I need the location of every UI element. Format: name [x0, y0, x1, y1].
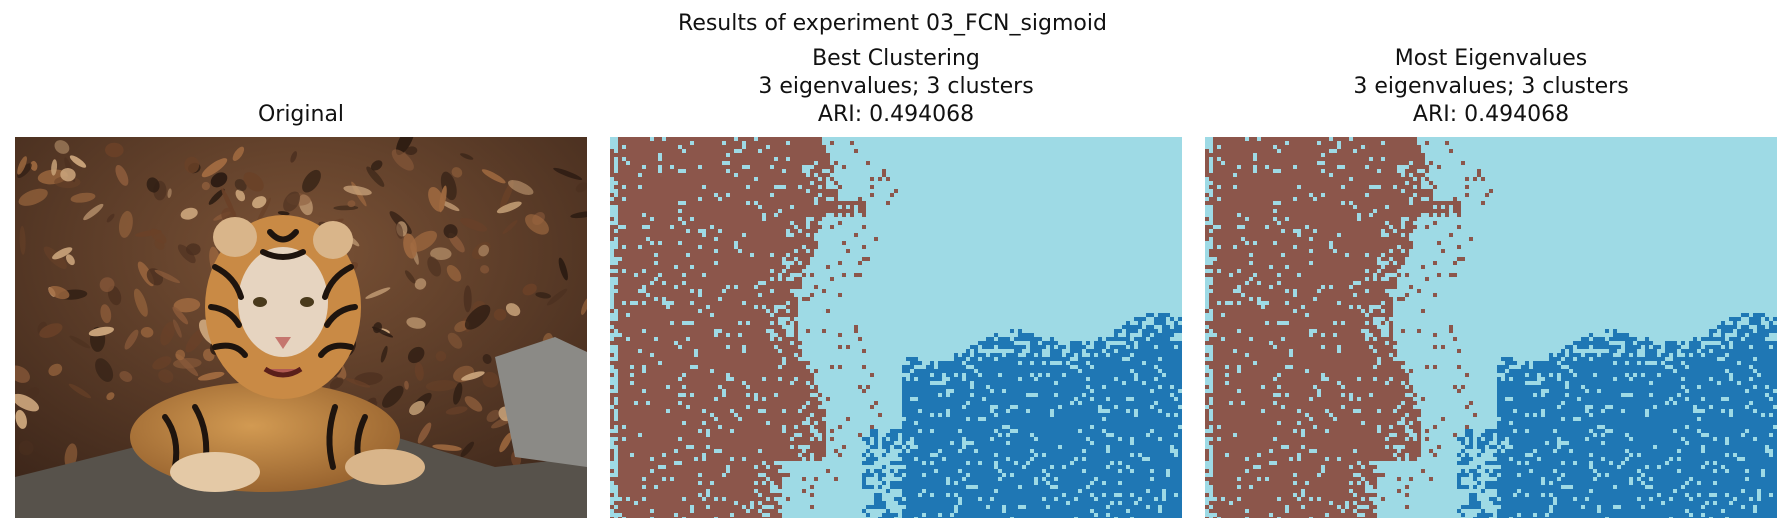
- segmentation-image: [1205, 137, 1777, 518]
- panel-title-line-3: ARI: 0.494068: [817, 102, 975, 127]
- panel-title: Original: [257, 102, 345, 127]
- segmentation-image: [610, 137, 1182, 518]
- panel-title-line-3: ARI: 0.494068: [1412, 102, 1570, 127]
- panel-best-clustering: Best Clustering 3 eigenvalues; 3 cluster…: [610, 0, 1182, 532]
- figure-suptitle: Results of experiment 03_FCN_sigmoid: [678, 11, 1107, 36]
- panel-original: Original: [15, 0, 587, 532]
- panel-title-line-2: 3 eigenvalues; 3 clusters: [1353, 74, 1629, 99]
- panel-title-line-2: 3 eigenvalues; 3 clusters: [758, 74, 1034, 99]
- panel-title-line-1: Best Clustering: [812, 46, 980, 71]
- dark-blue-cluster-region: [1457, 313, 1777, 518]
- tiger-photo-image: [15, 137, 587, 518]
- brown-cluster-region: [610, 137, 898, 518]
- dark-blue-cluster-region: [862, 313, 1182, 518]
- panel-title-line-1: Most Eigenvalues: [1394, 46, 1588, 71]
- original-photo: [15, 137, 587, 518]
- segmentation-map: [610, 137, 1182, 518]
- panel-most-eigenvalues: Most Eigenvalues 3 eigenvalues; 3 cluste…: [1205, 0, 1777, 532]
- brown-cluster-region: [1205, 137, 1493, 518]
- segmentation-map: [1205, 137, 1777, 518]
